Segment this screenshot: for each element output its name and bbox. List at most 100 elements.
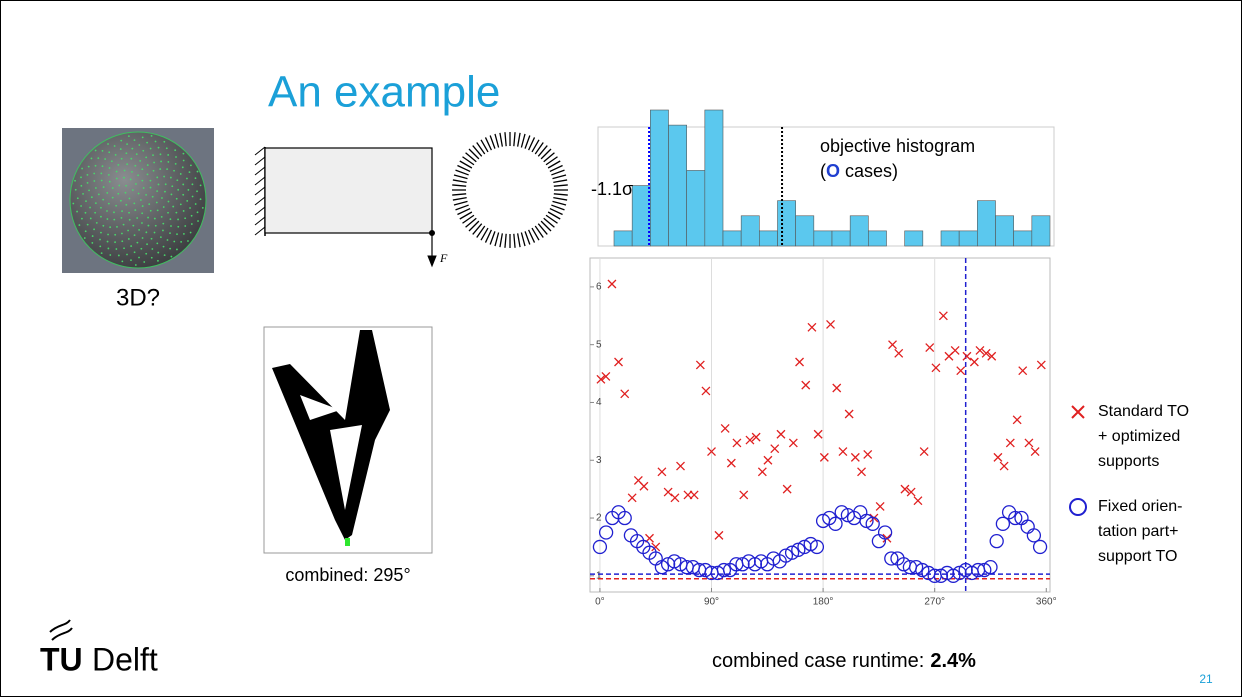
sphere-point: [91, 196, 93, 198]
sphere-point: [137, 174, 139, 176]
sphere-point: [147, 173, 149, 175]
histogram-bar: [614, 231, 632, 246]
sphere-point: [140, 248, 142, 250]
y-tick-label: 4: [596, 397, 602, 408]
sphere-point: [101, 180, 103, 182]
histogram-bar: [996, 216, 1014, 246]
sphere-point: [190, 232, 192, 234]
sphere-point: [161, 197, 163, 199]
sphere-point: [162, 223, 164, 225]
sphere-point: [81, 168, 83, 170]
sphere-point: [95, 165, 97, 167]
legend-label: + optimized: [1098, 428, 1180, 445]
runtime-caption: combined case runtime:2.4%: [712, 650, 976, 672]
sphere-point: [175, 156, 177, 158]
sphere-point: [130, 158, 132, 160]
legend-label: supports: [1098, 453, 1159, 470]
sphere-point: [136, 153, 138, 155]
sphere-point: [196, 190, 198, 192]
sphere-point: [111, 160, 113, 162]
sphere-point: [186, 178, 188, 180]
sphere-point: [173, 241, 175, 243]
sphere-point: [80, 176, 82, 178]
sphere-point: [150, 148, 152, 150]
y-tick-label: 6: [596, 282, 602, 293]
sphere-point: [77, 197, 79, 199]
histogram-title: objective histogram: [820, 136, 975, 156]
sphere-point: [202, 207, 204, 209]
sphere-point: [88, 189, 90, 191]
histogram-bar: [977, 201, 995, 246]
sphere-point: [112, 197, 114, 199]
sphere-point: [183, 160, 185, 162]
sphere-point: [167, 212, 169, 214]
sphere-point: [100, 207, 102, 209]
sphere-point: [151, 135, 153, 137]
sphere-point: [176, 233, 178, 235]
sphere-point: [164, 254, 166, 256]
sphere-point: [81, 218, 83, 220]
sphere-point: [138, 144, 140, 146]
sphere-point: [115, 154, 117, 156]
sphere-point: [145, 253, 147, 255]
sphere-point: [141, 168, 143, 170]
logo-delft: Delft: [92, 641, 158, 677]
x-tick-label: 360°: [1036, 597, 1057, 608]
sphere-point: [175, 212, 177, 214]
logo-tu: TU: [40, 641, 83, 677]
sphere-point: [156, 202, 158, 204]
histogram-bar: [905, 231, 923, 246]
y-tick-label: 1: [596, 570, 602, 581]
sphere-point: [191, 223, 193, 225]
sphere-point: [158, 184, 160, 186]
sphere-point: [98, 193, 100, 195]
histogram-bar: [650, 110, 668, 246]
sphere-point: [130, 245, 132, 247]
sphere-point: [75, 189, 77, 191]
sphere-point: [157, 252, 159, 254]
sphere-point: [124, 170, 126, 172]
sphere-point: [132, 189, 134, 191]
sphere-point: [101, 252, 103, 254]
sphere-point: [74, 180, 76, 182]
sphere-point: [197, 171, 199, 173]
sphere-point: [163, 176, 165, 178]
sphere-point: [87, 174, 89, 176]
sphere-point: [90, 218, 92, 220]
sphere-point: [160, 153, 162, 155]
sphere-point: [95, 187, 97, 189]
sphere-point: [184, 225, 186, 227]
sphere-point: [176, 179, 178, 181]
sphere-point: [102, 199, 104, 201]
sphere-point: [138, 229, 140, 231]
sphere-point: [118, 185, 120, 187]
sphere-point: [123, 177, 125, 179]
sphere-point: [150, 180, 152, 182]
sphere-point: [93, 173, 95, 175]
sphere-point: [152, 196, 154, 198]
histogram-bar: [868, 231, 886, 246]
sphere-point: [121, 158, 123, 160]
sphere-point: [150, 187, 152, 189]
sphere-point: [85, 212, 87, 214]
histogram-bar: [705, 110, 723, 246]
sphere-point: [72, 203, 74, 205]
sphere-point: [134, 165, 136, 167]
sphere-point: [151, 238, 153, 240]
sphere-point: [107, 218, 109, 220]
x-tick-label: 180°: [813, 597, 834, 608]
sphere-point: [127, 230, 129, 232]
sphere-point: [91, 158, 93, 160]
sphere-point: [189, 207, 191, 209]
sphere-point: [130, 259, 132, 261]
sphere-point: [187, 240, 189, 242]
y-tick-label: 3: [596, 455, 602, 466]
histogram-bar: [850, 216, 868, 246]
sphere-point: [169, 232, 171, 234]
sphere-point: [163, 246, 165, 248]
histogram-bar: [814, 231, 832, 246]
sphere-point: [142, 237, 144, 239]
sphere-point: [171, 194, 173, 196]
force-label: F: [439, 251, 448, 265]
sphere-point: [102, 165, 104, 167]
